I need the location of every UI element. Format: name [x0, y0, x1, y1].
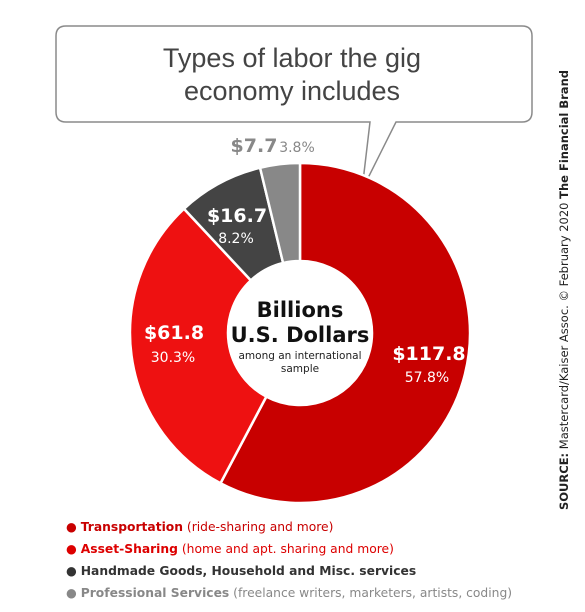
- donut-slice-professional: [258, 161, 302, 265]
- legend-item-professional: ● Professional Services (freelance writer…: [66, 582, 512, 604]
- source-body: Mastercard/Kaiser Assoc. © February 2020: [557, 199, 571, 453]
- source-credit: SOURCE: Mastercard/Kaiser Assoc. © Febru…: [557, 70, 571, 510]
- legend-item-transportation: ● Transportation (ride-sharing and more): [66, 516, 512, 538]
- callout-bubble: [55, 25, 533, 191]
- donut-slice-asset-sharing: [128, 207, 268, 485]
- legend-item-handmade: ● Handmade Goods, Household and Misc. ser…: [66, 560, 512, 582]
- slice-value-label-asset-sharing: $61.8: [144, 322, 204, 344]
- legend-bullet-icon: ●: [66, 520, 77, 534]
- legend-category: Transportation: [80, 520, 183, 534]
- source-prefix: SOURCE:: [557, 453, 571, 510]
- slice-value-label-handmade: $16.7: [207, 205, 267, 227]
- chart-title-line-2: economy includes: [184, 76, 400, 106]
- slice-percent-label-handmade: 8.2%: [218, 231, 254, 247]
- source-brand: The Financial Brand: [557, 70, 571, 199]
- chart-title-line-1: Types of labor the gig: [163, 43, 421, 73]
- center-label-line-1: Billions: [257, 298, 344, 322]
- legend-category: Handmade Goods, Household and Misc. serv…: [80, 564, 417, 578]
- center-label-line-2: U.S. Dollars: [231, 323, 370, 347]
- legend-bullet-icon: ●: [66, 564, 77, 578]
- slice-percent-label-asset-sharing: 30.3%: [151, 350, 195, 366]
- donut-slice-transportation: [219, 161, 472, 505]
- legend-bullet-icon: ●: [66, 542, 77, 556]
- slice-value-label-transportation: $117.8: [392, 343, 465, 365]
- legend-item-asset-sharing: ● Asset-Sharing (home and apt. sharing an…: [66, 538, 512, 560]
- legend-detail: (home and apt. sharing and more): [177, 542, 394, 556]
- donut-slices: [128, 161, 472, 505]
- legend-category: Asset-Sharing: [80, 542, 178, 556]
- center-sublabel-line-2: sample: [281, 363, 319, 375]
- legend-detail: (freelance writers, marketers, artists, …: [229, 586, 513, 600]
- legend-bullet-icon: ●: [66, 586, 77, 600]
- slice-percent-label-transportation: 57.8%: [405, 370, 449, 386]
- legend-detail: (ride-sharing and more): [183, 520, 334, 534]
- legend: ● Transportation (ride-sharing and more) …: [66, 516, 512, 604]
- legend-category: Professional Services: [80, 586, 230, 600]
- slice-value-label-professional: $7.7: [231, 135, 278, 157]
- center-sublabel-line-1: among an international: [238, 350, 361, 362]
- slice-percent-label-professional: 3.8%: [279, 140, 315, 156]
